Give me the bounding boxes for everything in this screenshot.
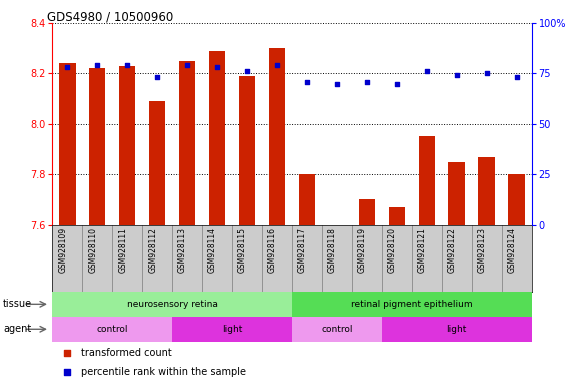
Point — [272, 62, 282, 68]
Text: light: light — [447, 325, 467, 334]
Point — [62, 369, 71, 376]
Bar — [418, 136, 435, 225]
Text: control: control — [321, 325, 353, 334]
Text: agent: agent — [3, 324, 31, 334]
Text: percentile rank within the sample: percentile rank within the sample — [81, 367, 246, 377]
Bar — [358, 199, 375, 225]
Point — [332, 81, 342, 87]
Text: GSM928121: GSM928121 — [418, 227, 427, 273]
Text: GSM928119: GSM928119 — [358, 227, 367, 273]
Text: GSM928124: GSM928124 — [508, 227, 517, 273]
Bar — [149, 101, 166, 225]
Point — [392, 81, 401, 87]
Bar — [89, 68, 106, 225]
Text: control: control — [96, 325, 128, 334]
Point — [362, 78, 371, 84]
Text: GSM928113: GSM928113 — [178, 227, 187, 273]
Text: GSM928112: GSM928112 — [148, 227, 157, 273]
Point — [123, 62, 132, 68]
Point — [482, 70, 492, 76]
Text: transformed count: transformed count — [81, 348, 172, 358]
Text: GSM928110: GSM928110 — [88, 227, 97, 273]
Text: light: light — [222, 325, 242, 334]
Text: GSM928115: GSM928115 — [238, 227, 247, 273]
Bar — [478, 157, 495, 225]
Text: GSM928111: GSM928111 — [118, 227, 127, 273]
Text: GSM928116: GSM928116 — [268, 227, 277, 273]
Point — [213, 65, 222, 71]
Bar — [299, 174, 315, 225]
Bar — [508, 174, 525, 225]
Point — [302, 78, 311, 84]
Text: GSM928123: GSM928123 — [478, 227, 487, 273]
Text: GSM928122: GSM928122 — [448, 227, 457, 273]
Text: GSM928118: GSM928118 — [328, 227, 337, 273]
Text: GSM928120: GSM928120 — [388, 227, 397, 273]
Bar — [119, 66, 135, 225]
Point — [92, 62, 102, 68]
Point — [242, 68, 252, 74]
Point — [152, 74, 162, 81]
Bar — [269, 48, 285, 225]
Text: GDS4980 / 10500960: GDS4980 / 10500960 — [48, 10, 174, 23]
Bar — [179, 61, 195, 225]
Bar — [209, 51, 225, 225]
Text: neurosensory retina: neurosensory retina — [127, 300, 217, 309]
Text: retinal pigment epithelium: retinal pigment epithelium — [351, 300, 472, 309]
Text: GSM928109: GSM928109 — [58, 227, 67, 273]
Bar — [449, 162, 465, 225]
Bar — [389, 207, 405, 225]
Point — [62, 350, 71, 356]
Point — [182, 62, 192, 68]
Point — [452, 73, 461, 79]
Text: tissue: tissue — [3, 299, 32, 310]
Point — [422, 68, 432, 74]
Point — [63, 65, 72, 71]
Point — [512, 74, 521, 81]
Text: GSM928114: GSM928114 — [208, 227, 217, 273]
Text: GSM928117: GSM928117 — [298, 227, 307, 273]
Bar — [59, 63, 76, 225]
Bar — [239, 76, 255, 225]
